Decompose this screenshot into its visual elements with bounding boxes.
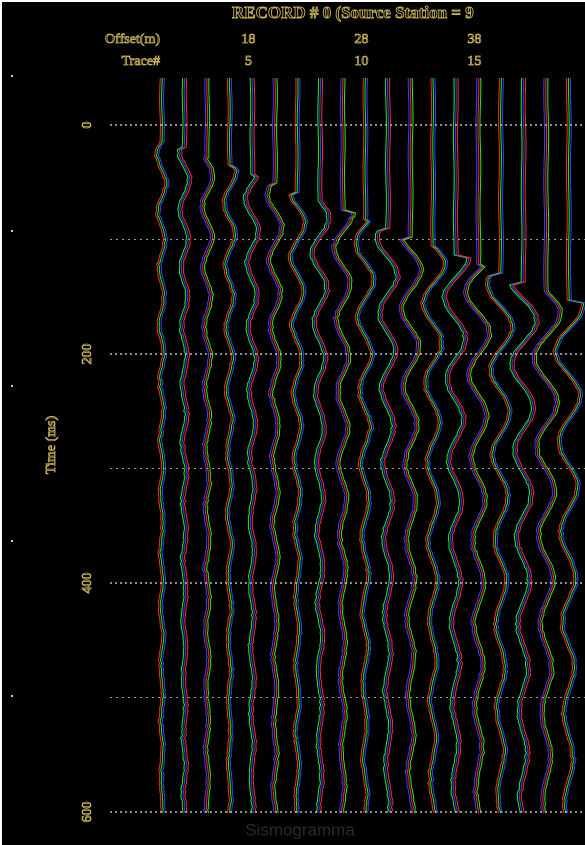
y-tick-label: 200 (80, 344, 95, 365)
edge-tick (11, 385, 13, 387)
footer-caption: Sismogramma (245, 820, 355, 839)
offset-value: 18 (241, 32, 255, 47)
trace-label: Trace# (122, 54, 160, 69)
trace-number: 5 (245, 54, 252, 69)
record-title: RECORD # 0 (Source Station = 9 (232, 3, 474, 22)
edge-tick (11, 230, 13, 232)
y-tick-label: 600 (80, 802, 95, 823)
y-tick-label: 0 (80, 122, 95, 129)
edge-tick (11, 75, 13, 77)
y-axis-label: Time (ms) (44, 416, 59, 475)
trace-number: 10 (354, 54, 368, 69)
offset-value: 38 (467, 32, 481, 47)
edge-tick (11, 695, 13, 697)
seismogram-window: 0 200 400 600 RECORD # 0 (Source Station = … (0, 0, 585, 845)
offset-value: 28 (354, 32, 368, 47)
offset-label: Offset(m) (105, 32, 160, 47)
y-tick-label: 400 (80, 573, 95, 594)
edge-tick (11, 540, 13, 542)
trace-number: 15 (467, 54, 481, 69)
